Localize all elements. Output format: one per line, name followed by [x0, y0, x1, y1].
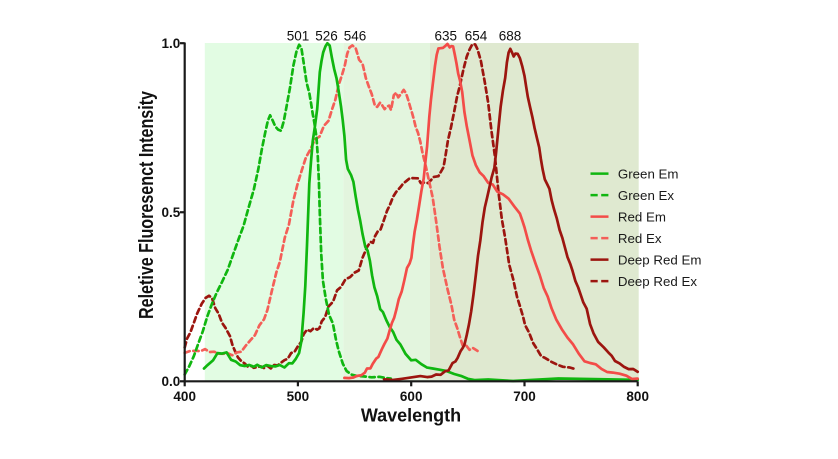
svg-text:0.5: 0.5: [162, 205, 181, 220]
svg-text:800: 800: [626, 389, 649, 404]
svg-text:Deep Red Ex: Deep Red Ex: [618, 274, 697, 289]
svg-text:688: 688: [499, 28, 522, 43]
svg-text:546: 546: [344, 28, 367, 43]
svg-text:Red Ex: Red Ex: [618, 231, 662, 246]
svg-text:Reletive Fluoresenct Intensity: Reletive Fluoresenct Intensity: [136, 90, 158, 319]
svg-text:Green Ex: Green Ex: [618, 188, 675, 203]
svg-text:501: 501: [287, 28, 310, 43]
svg-text:Deep Red Em: Deep Red Em: [618, 253, 702, 268]
svg-text:635: 635: [435, 28, 458, 43]
svg-text:1.0: 1.0: [162, 36, 181, 51]
svg-text:700: 700: [513, 389, 536, 404]
svg-text:Green Em: Green Em: [618, 167, 679, 182]
svg-text:0.0: 0.0: [162, 374, 181, 389]
svg-text:Red Em: Red Em: [618, 210, 666, 225]
svg-text:500: 500: [287, 389, 310, 404]
svg-text:526: 526: [315, 28, 338, 43]
svg-text:654: 654: [465, 28, 488, 43]
svg-text:600: 600: [400, 389, 423, 404]
svg-text:400: 400: [173, 389, 196, 404]
svg-text:Wavelength: Wavelength: [361, 406, 461, 426]
